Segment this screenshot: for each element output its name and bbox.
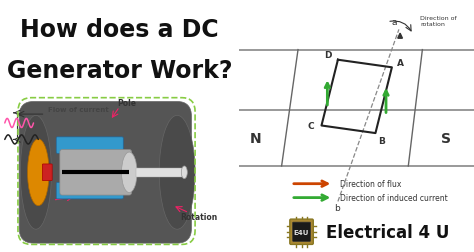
FancyBboxPatch shape bbox=[290, 219, 313, 244]
Text: b: b bbox=[334, 203, 339, 212]
Text: N: N bbox=[250, 132, 262, 146]
FancyBboxPatch shape bbox=[60, 150, 132, 195]
Text: Pole: Pole bbox=[118, 99, 137, 108]
Text: a: a bbox=[392, 18, 397, 27]
Text: S: S bbox=[441, 132, 451, 146]
Text: E4U: E4U bbox=[294, 229, 309, 235]
Ellipse shape bbox=[121, 152, 137, 193]
Bar bbox=[137, 168, 182, 177]
FancyBboxPatch shape bbox=[56, 137, 123, 154]
Text: Direction of induced current: Direction of induced current bbox=[340, 193, 448, 202]
Text: A: A bbox=[397, 58, 403, 68]
Text: Pole: Pole bbox=[29, 198, 48, 207]
FancyBboxPatch shape bbox=[19, 102, 191, 243]
Text: Flow of current: Flow of current bbox=[48, 107, 109, 113]
Ellipse shape bbox=[159, 116, 195, 229]
Ellipse shape bbox=[20, 116, 52, 229]
Polygon shape bbox=[398, 34, 402, 39]
Text: C: C bbox=[308, 121, 314, 131]
Text: D: D bbox=[324, 51, 331, 60]
Text: How does a DC: How does a DC bbox=[20, 18, 219, 42]
Ellipse shape bbox=[182, 166, 187, 179]
Text: Electrical 4 U: Electrical 4 U bbox=[326, 223, 449, 241]
FancyBboxPatch shape bbox=[56, 183, 123, 199]
Text: Generator Work?: Generator Work? bbox=[7, 59, 232, 82]
Ellipse shape bbox=[27, 139, 49, 206]
FancyBboxPatch shape bbox=[42, 164, 52, 181]
FancyBboxPatch shape bbox=[292, 222, 310, 241]
Text: Rotation: Rotation bbox=[180, 212, 217, 221]
Text: Direction of
rotation: Direction of rotation bbox=[420, 16, 456, 27]
Text: Direction of flux: Direction of flux bbox=[340, 179, 401, 188]
Text: B: B bbox=[378, 137, 385, 146]
